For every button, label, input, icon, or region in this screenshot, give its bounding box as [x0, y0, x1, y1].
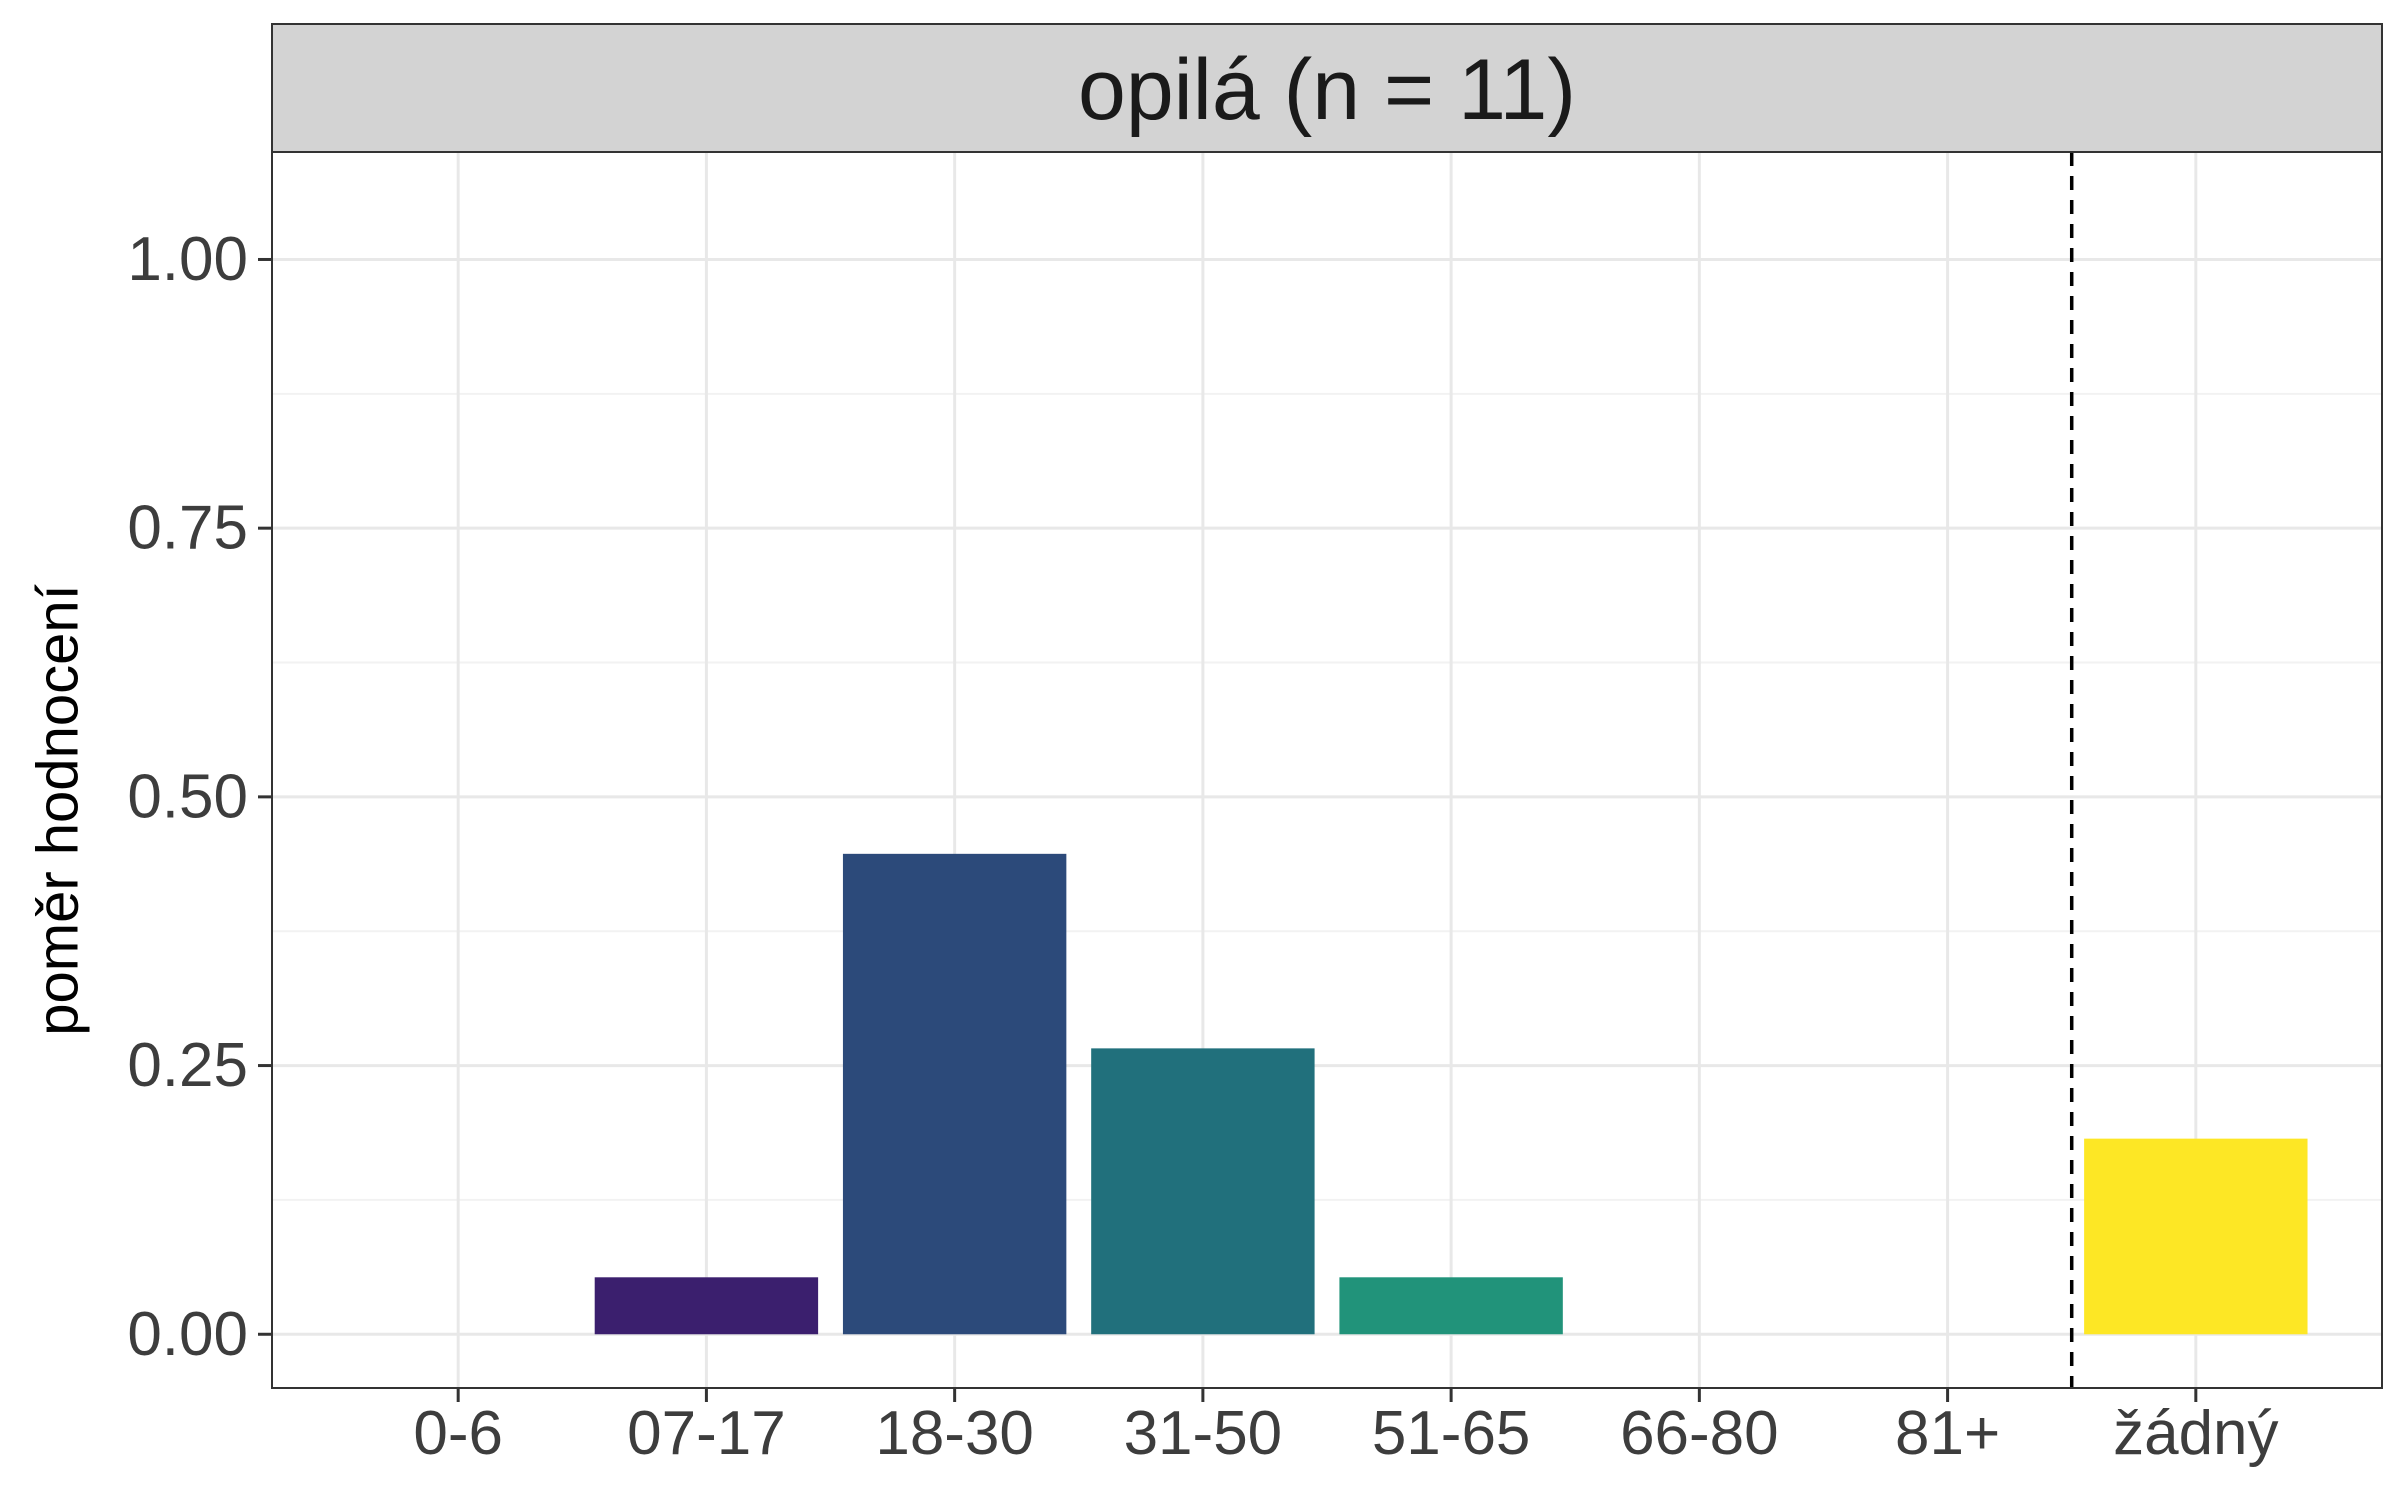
bar-07-17 [594, 1277, 819, 1335]
bar-51-65 [1339, 1277, 1563, 1335]
facet-strip: opilá (n = 11) [271, 23, 2383, 153]
y-tick-label: 1.00 [127, 225, 248, 294]
x-axis: 0-6 07-17 18-30 31-50 51-65 66-80 81+ žádný [413, 1388, 2279, 1468]
bar-18-30 [842, 853, 1067, 1335]
y-tick-label: 0.00 [127, 1300, 248, 1369]
facet-strip-background [271, 23, 2383, 153]
facet-strip-title: opilá (n = 11) [1078, 42, 1576, 138]
x-tick-label: 66-80 [1620, 1399, 1779, 1468]
x-tick-label: 0-6 [413, 1399, 503, 1468]
y-axis: 0.00 0.25 0.50 0.75 1.00 [127, 225, 272, 1369]
y-axis-title: poměr hodnocení [26, 584, 91, 1035]
grid-lines [272, 152, 2382, 1388]
y-tick-label: 0.25 [127, 1031, 248, 1100]
x-tick-label: 31-50 [1124, 1399, 1283, 1468]
bars [594, 853, 2308, 1335]
x-tick-label: žádný [2113, 1399, 2278, 1468]
panel-border [271, 151, 2383, 1389]
bar-31-50 [1091, 1048, 1315, 1335]
x-tick-label: 51-65 [1372, 1399, 1531, 1468]
x-tick-label: 81+ [1895, 1399, 2000, 1468]
y-tick-label: 0.50 [127, 762, 248, 831]
x-tick-label: 07-17 [627, 1399, 786, 1468]
y-tick-label: 0.75 [127, 494, 248, 563]
x-tick-label: 18-30 [875, 1399, 1034, 1468]
bar-žádný [2084, 1138, 2308, 1335]
